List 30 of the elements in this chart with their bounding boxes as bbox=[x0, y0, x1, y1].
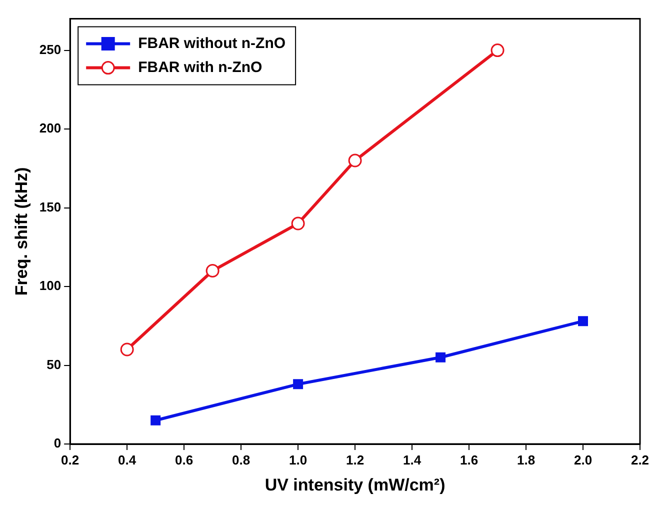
point bbox=[293, 379, 304, 390]
y-axis-title: Freq. shift (kHz) bbox=[12, 167, 31, 296]
x-tick-label: 0.2 bbox=[61, 452, 80, 468]
x-tick-label: 0.4 bbox=[118, 452, 137, 468]
point bbox=[150, 415, 161, 426]
x-tick-label: 0.6 bbox=[175, 452, 194, 468]
x-tick-label: 1.2 bbox=[346, 452, 364, 468]
point bbox=[291, 216, 305, 230]
x-tick-label: 1.8 bbox=[516, 452, 536, 468]
y-tick-label: 250 bbox=[39, 42, 62, 57]
point bbox=[578, 316, 588, 326]
point bbox=[206, 264, 220, 278]
x-tick-label: 1.0 bbox=[289, 452, 308, 468]
y-tick-label: 0 bbox=[54, 436, 62, 451]
y-tick-label: 200 bbox=[39, 120, 62, 136]
x-tick-label: 2.2 bbox=[630, 452, 650, 468]
point bbox=[490, 44, 504, 58]
point bbox=[436, 352, 446, 362]
y-tick-label: 150 bbox=[39, 199, 62, 214]
y-tick-label: 50 bbox=[46, 356, 62, 372]
legend-label: FBAR with n-ZnO bbox=[138, 58, 263, 76]
y-tick-label: 100 bbox=[39, 278, 62, 294]
point bbox=[120, 342, 134, 356]
x-tick-label: 1.6 bbox=[460, 452, 478, 468]
x-tick-label: 2.0 bbox=[574, 452, 592, 468]
legend-label: FBAR without n-ZnO bbox=[138, 34, 286, 52]
x-tick-label: 0.8 bbox=[232, 452, 250, 468]
x-tick-label: 1.4 bbox=[402, 452, 422, 468]
point bbox=[348, 154, 362, 168]
x-axis-title: UV intensity (mW/cm²) bbox=[264, 475, 446, 494]
